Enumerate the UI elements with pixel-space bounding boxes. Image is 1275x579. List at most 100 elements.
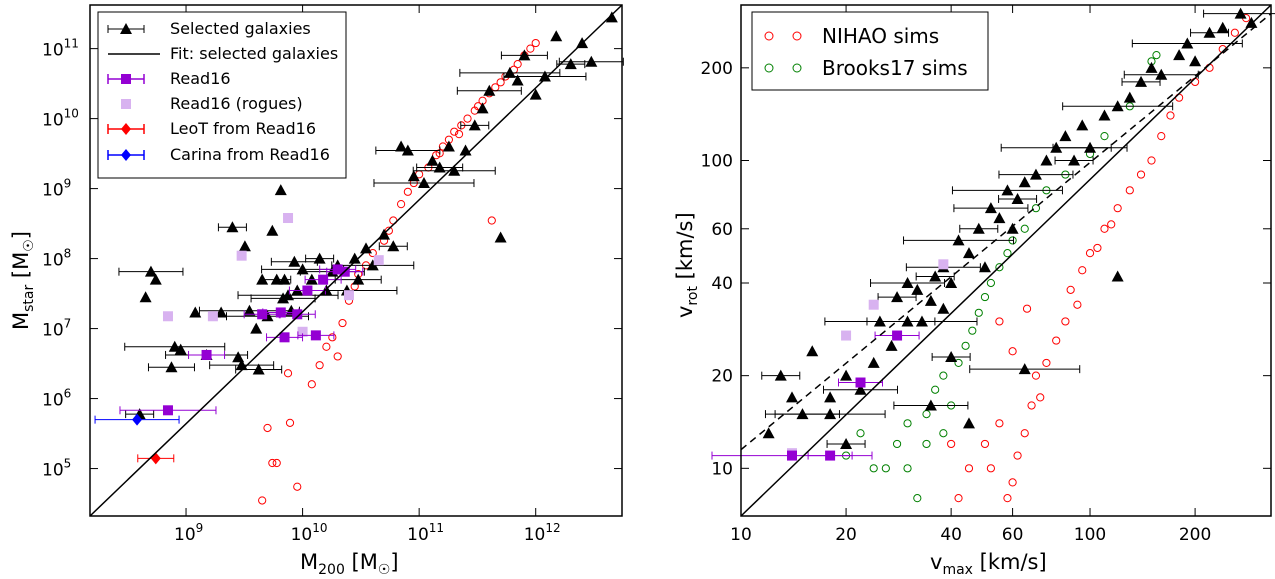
selected-galaxy-point [854, 383, 867, 395]
brooks17-sim-point [954, 358, 963, 368]
selected-galaxy-point [924, 294, 937, 306]
right-y-axis-label: vrot [km/s] [673, 212, 701, 318]
selected-galaxy-point [232, 351, 245, 363]
nihao-sim-point [1031, 371, 1041, 380]
selected-galaxy-point [1001, 184, 1014, 196]
brooks17-sim-point [903, 464, 912, 473]
selected-galaxy-point [313, 252, 326, 264]
selected-galaxy-point [1181, 37, 1194, 49]
selected-galaxy-point [564, 58, 577, 70]
selected-galaxy-point [1076, 119, 1089, 131]
selected-galaxy-point [1029, 168, 1042, 180]
legend-brooks17-sims: Brooks17 sims [822, 56, 968, 80]
legend-read16: Read16 [170, 69, 231, 88]
brooks17-sim-point [881, 464, 890, 473]
nihao-sim-point [995, 317, 1004, 326]
sim-point [328, 333, 337, 342]
selected-galaxy-point [395, 140, 408, 152]
selected-galaxy-point [144, 265, 157, 277]
sim-point [526, 44, 535, 53]
selected-galaxy-point [270, 273, 283, 285]
left-panel: 109 1010 1011 1012 105 106 107 108 109 1010 1011 S… [9, 4, 624, 578]
y-tick-label: 108 [42, 247, 71, 271]
selected-galaxy-point [417, 177, 430, 189]
selected-galaxy-point [149, 273, 162, 285]
selected-galaxy-point [366, 259, 379, 271]
selected-galaxy-point [1059, 130, 1072, 142]
nihao-sim-point [1078, 266, 1087, 275]
legend-circle-marker [792, 63, 802, 73]
y-tick-label: 20 [711, 367, 733, 387]
brooks17-sim-point [974, 308, 983, 317]
selected-galaxy-point [483, 84, 496, 96]
selected-galaxy-point [238, 240, 251, 252]
y-tick-label: 10 [711, 459, 733, 479]
legend-circle-marker [764, 63, 774, 73]
legend-read16-rogues: Read16 (rogues) [170, 94, 303, 113]
selected-galaxy-point [1068, 154, 1081, 166]
nihao-sim-point [1008, 347, 1017, 356]
read16-point [310, 330, 321, 341]
selected-galaxy-point [774, 369, 787, 381]
y-tick-label: 200 [701, 59, 733, 79]
brooks17-sim-point [939, 371, 948, 380]
nihao-sim-point [1022, 304, 1032, 313]
brooks17-sim-point [869, 464, 878, 473]
selected-galaxy-point [407, 170, 420, 182]
read16-rogue-point [373, 255, 384, 266]
selected-galaxy-point [433, 161, 446, 173]
x-tick-label: 100 [1074, 525, 1106, 545]
nihao-sim-point [964, 464, 974, 473]
selected-galaxy-point [1173, 49, 1186, 61]
sim-point [384, 226, 393, 235]
x-tick-label: 10 [730, 525, 752, 545]
selected-galaxy-point [538, 70, 551, 82]
legend-triangle-marker [120, 23, 132, 34]
nihao-sim-point [1147, 156, 1156, 165]
brooks17-sim-point [1031, 204, 1041, 213]
read16-point [318, 274, 329, 285]
nihao-sim-point [1008, 478, 1017, 487]
selected-galaxy-point [824, 391, 837, 403]
right-one-to-one-line [740, 4, 1272, 517]
selected-galaxy-point [252, 363, 265, 375]
right-panel: 10 20 40 60 100 200 10 20 40 60 100 200 NIHAO sims … [673, 4, 1275, 578]
sim-point [272, 458, 281, 468]
selected-galaxy-point [550, 30, 563, 42]
selected-galaxy-point [984, 202, 997, 214]
nihao-sim-point [1157, 132, 1166, 141]
nihao-sim-point [1042, 358, 1051, 368]
y-tick-label: 100 [701, 151, 733, 171]
right-plot-frame [740, 4, 1272, 517]
sim-point [258, 496, 267, 505]
left-x-axis-label: M200 [M☉] [300, 550, 399, 578]
selected-galaxy-point [891, 291, 904, 303]
nihao-sim-point [1100, 224, 1109, 233]
selected-galaxy-point [993, 212, 1006, 224]
carina-point [132, 413, 143, 426]
selected-galaxy-point [518, 49, 531, 61]
selected-galaxy-point [387, 240, 400, 252]
read16-rogue-point [343, 290, 354, 301]
sim-point [531, 38, 540, 48]
selected-galaxy-point [1098, 109, 1111, 121]
selected-galaxy-point [266, 224, 279, 236]
selected-galaxy-point [1145, 61, 1158, 73]
x-tick-label: 1012 [524, 521, 561, 545]
read16-rogue-point [297, 326, 308, 337]
legend-diamond-marker [121, 149, 131, 161]
legend-square-marker [121, 74, 131, 84]
nihao-sim-point [1036, 393, 1045, 402]
selected-galaxy-point [529, 88, 542, 100]
nihao-sim-point [954, 494, 963, 503]
selected-galaxy-point [401, 144, 414, 156]
nihao-sim-point [1003, 494, 1012, 503]
brooks17-sim-point [1152, 50, 1161, 60]
selected-galaxy-point [806, 345, 819, 357]
selected-galaxy-point [277, 292, 290, 304]
selected-galaxy-point [1245, 16, 1258, 28]
read16-point [292, 309, 303, 320]
selected-galaxy-point [189, 306, 202, 318]
selected-galaxy-point [168, 340, 181, 352]
selected-galaxy-point [786, 391, 799, 403]
